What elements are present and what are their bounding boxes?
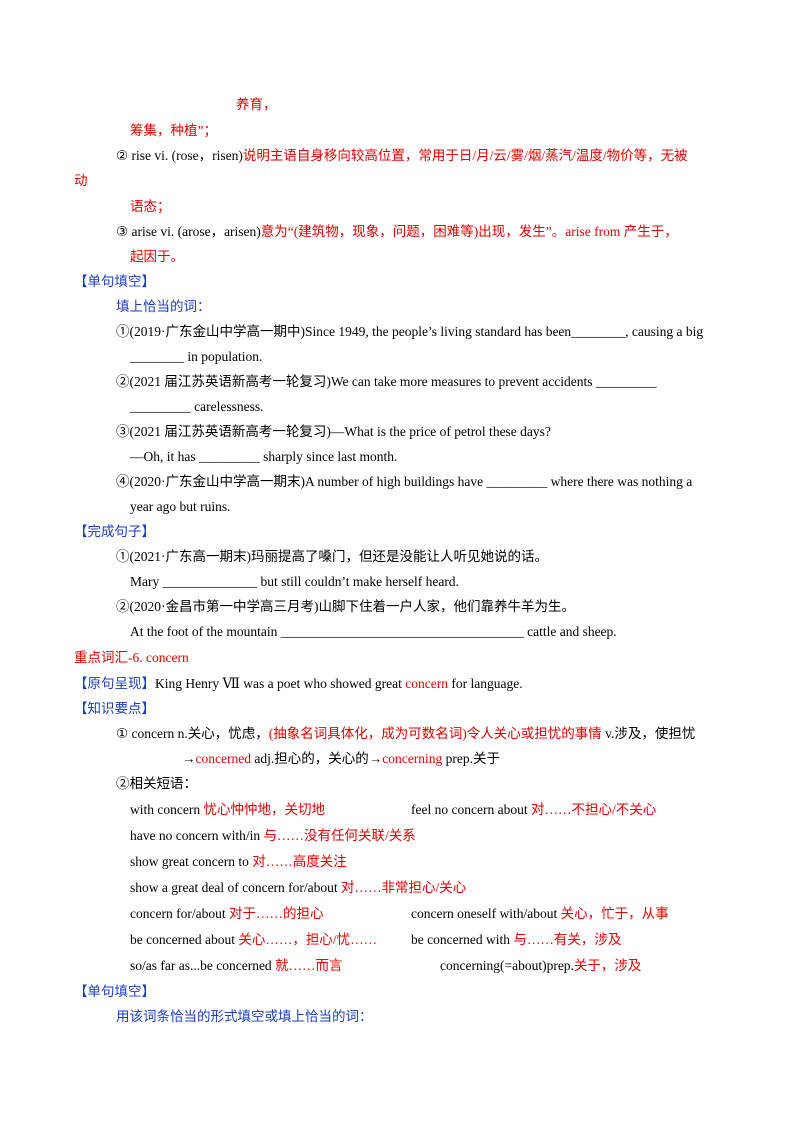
phrase-en: be concerned with — [411, 932, 514, 947]
sentence-2b: At the foot of the mountain ____________… — [130, 624, 617, 639]
phrase-item: with concern 忧心忡忡地，关切地 — [130, 800, 325, 820]
phrase-en: with concern — [130, 802, 204, 817]
arise-line: ③ arise vi. (arose，arisen)意为“(建筑物，现象，问题，… — [116, 222, 678, 242]
raise-text: 筹集，种植”； — [130, 123, 217, 138]
original-label: 【原句呈现】 — [74, 676, 155, 691]
concerned-word: concerned — [195, 751, 251, 766]
point-1-derived: →concerned adj.担心的，关心的→concerning prep.关… — [182, 749, 500, 769]
phrase-zh: 对……非常担心/关心 — [341, 880, 467, 895]
phrase-item: feel no concern about 对……不担心/不关心 — [411, 800, 656, 820]
sentence-2a: ②(2020·金昌市第一中学高三月考)山脚下住着一户人家，他们靠养牛羊为生。 — [116, 599, 575, 614]
fill-instruction: 填上恰当的词： — [116, 299, 211, 314]
phrase-en: concerning(=about)prep. — [440, 958, 574, 973]
original-text-b: for language. — [447, 676, 523, 691]
original-text-a: King Henry Ⅶ was a poet who showed great — [155, 676, 406, 691]
fill-instruction-2: 用该词条恰当的形式填空或填上恰当的词： — [116, 1009, 373, 1024]
rise-note: 说明主语自身移向较高位置，常用于日/月/云/雾/烟/蒸汽/温度/物价等，无被 — [242, 148, 688, 163]
phrase-zh: 与……有关，涉及 — [513, 932, 622, 947]
phrase-zh: 关心……，担心/忧…… — [238, 932, 378, 947]
concerning-word: concerning — [382, 751, 443, 766]
phrase-item: show a great deal of concern for/about 对… — [130, 878, 466, 898]
rise-head: ② rise vi. (rose，risen) — [116, 148, 243, 163]
question-1a: ①(2019·广东金山中学高一期中)Since 1949, the people… — [116, 324, 704, 339]
phrase-zh: 关心，忙于，从事 — [560, 906, 669, 921]
point-1: ① concern n.关心，忧虑，(抽象名词具体化，成为可数名词)令人关心或担… — [116, 724, 695, 744]
sentence-1b: Mary ______________ but still couldn’t m… — [130, 574, 459, 589]
phrase-en: show a great deal of concern for/about — [130, 880, 342, 895]
arrow-icon: → — [182, 751, 196, 766]
question-2a: ②(2021 届江苏英语新高考一轮复习)We can take more mea… — [116, 374, 657, 389]
point-2: ②相关短语： — [116, 776, 197, 791]
phrase-en: feel no concern about — [411, 802, 531, 817]
phrase-zh: 就……而言 — [275, 958, 343, 973]
rise-note-cont: 动 — [74, 173, 88, 188]
nurture-text: 养育， — [236, 97, 277, 112]
original-word: concern — [405, 676, 448, 691]
phrase-item: have no concern with/in 与……没有任何关联/关系 — [130, 826, 416, 846]
question-4a: ④(2020·广东金山中学高一期末)A number of high build… — [116, 474, 693, 489]
point-1-a: ① concern n.关心，忧虑， — [116, 726, 269, 741]
phrase-en: be concerned about — [130, 932, 239, 947]
phrase-item: be concerned with 与……有关，涉及 — [411, 930, 621, 950]
point-1-red: (抽象名词具体化，成为可数名词)令人关心或担忧的事情 — [268, 726, 602, 741]
question-3a: ③(2021 届江苏英语新高考一轮复习)—What is the price o… — [116, 424, 551, 439]
sentence-1a: ①(2021·广东高一期末)玛丽提高了嗓门，但还是没能让人听见她说的话。 — [116, 549, 548, 564]
point-1-d: prep.关于 — [442, 751, 500, 766]
vocab-title: 重点词汇-6. concern — [74, 650, 189, 665]
complete-heading: 【完成句子】 — [74, 524, 155, 539]
original-sentence: 【原句呈现】King Henry Ⅶ was a poet who showed… — [74, 674, 523, 694]
phrase-item: concern oneself with/about 关心，忙于，从事 — [411, 904, 669, 924]
phrase-item: concerning(=about)prep.关于，涉及 — [440, 956, 641, 976]
phrase-en: so/as far as...be concerned — [130, 958, 276, 973]
question-1b: ________ in population. — [130, 349, 263, 364]
phrase-item: show great concern to 对……高度关注 — [130, 852, 347, 872]
phrase-item: so/as far as...be concerned 就……而言 — [130, 956, 343, 976]
fill-heading: 【单句填空】 — [74, 274, 155, 289]
phrase-zh: 对……不担心/不关心 — [530, 802, 657, 817]
points-heading: 【知识要点】 — [74, 701, 155, 716]
phrase-zh: 忧心忡忡地，关切地 — [203, 802, 325, 817]
phrase-item: be concerned about 关心……，担心/忧…… — [130, 930, 377, 950]
point-1-b: v.涉及，使担忧 — [601, 726, 696, 741]
point-1-c: adj.担心的，关心的→ — [250, 751, 383, 766]
phrase-zh: 关于，涉及 — [573, 958, 642, 973]
rise-note-voice: 语态； — [130, 199, 171, 214]
arise-note-cont: 起因于。 — [130, 249, 184, 264]
question-3b: —Oh, it has _________ sharply since last… — [130, 449, 398, 464]
fill-heading-2: 【单句填空】 — [74, 984, 155, 999]
phrase-item: concern for/about 对于……的担心 — [130, 904, 323, 924]
phrase-zh: 与……没有任何关联/关系 — [263, 828, 416, 843]
phrase-en: concern oneself with/about — [411, 906, 561, 921]
question-2b: _________ carelessness. — [130, 399, 264, 414]
phrase-en: have no concern with/in — [130, 828, 264, 843]
arise-head: ③ arise vi. (arose，arisen) — [116, 224, 261, 239]
rise-line: ② rise vi. (rose，risen)说明主语自身移向较高位置，常用于日… — [116, 146, 688, 166]
question-4b: year ago but ruins. — [130, 499, 231, 514]
phrase-zh: 对……高度关注 — [252, 854, 347, 869]
phrase-en: show great concern to — [130, 854, 253, 869]
phrase-en: concern for/about — [130, 906, 229, 921]
arise-note: 意为“(建筑物，现象，问题，困难等)出现，发生”。arise from 产生于， — [260, 224, 678, 239]
phrase-zh: 对于……的担心 — [228, 906, 324, 921]
